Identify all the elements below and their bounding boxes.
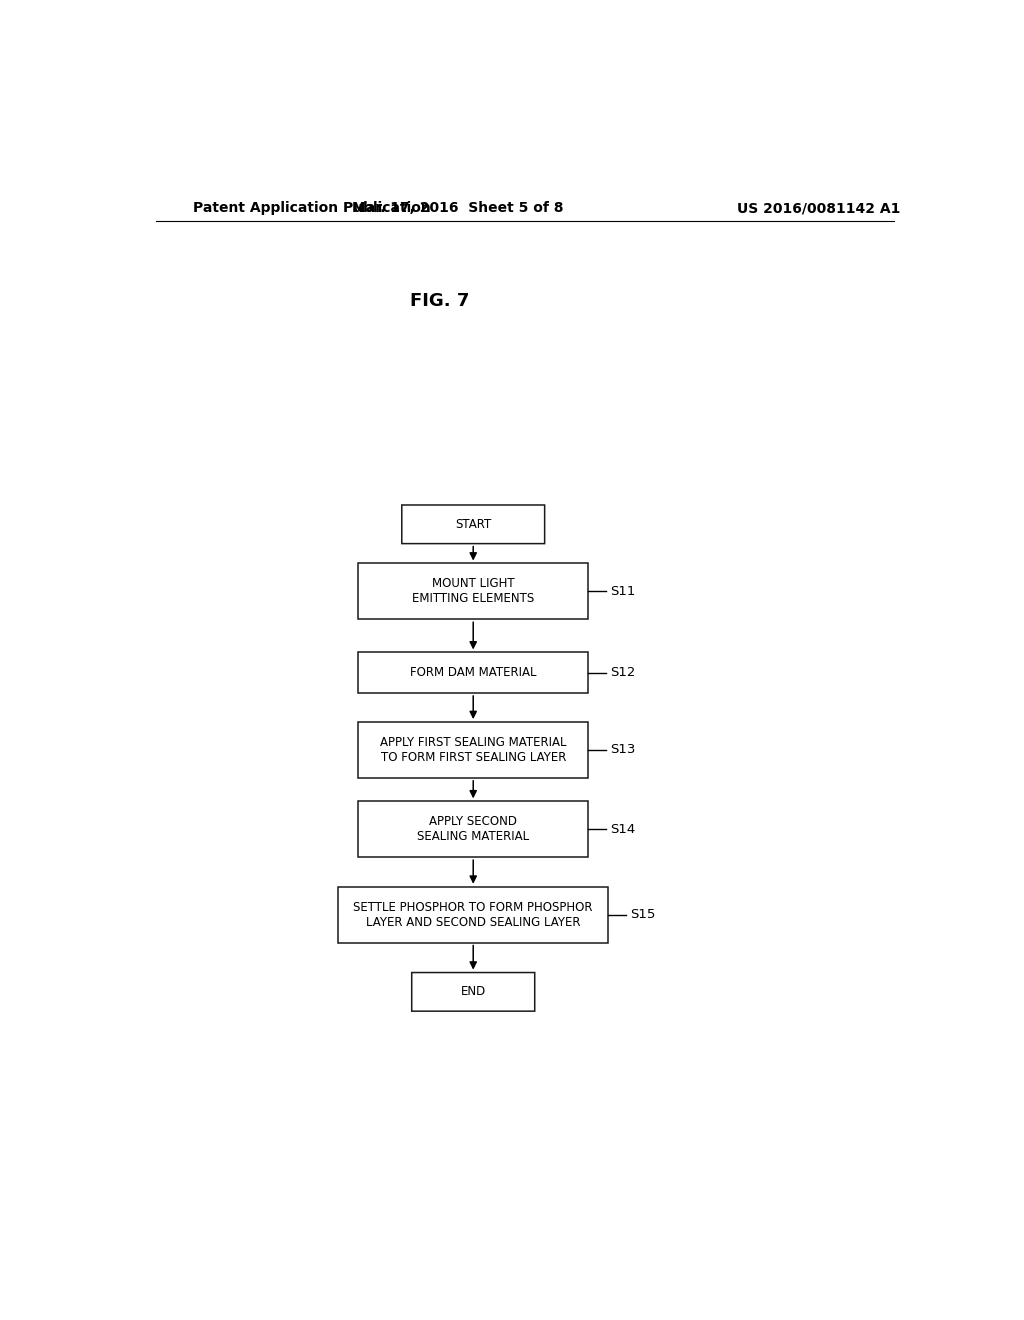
FancyBboxPatch shape — [358, 801, 588, 857]
FancyBboxPatch shape — [401, 506, 545, 544]
Text: FIG. 7: FIG. 7 — [410, 292, 469, 310]
Text: SETTLE PHOSPHOR TO FORM PHOSPHOR
LAYER AND SECOND SEALING LAYER: SETTLE PHOSPHOR TO FORM PHOSPHOR LAYER A… — [353, 900, 593, 928]
FancyBboxPatch shape — [338, 887, 608, 942]
Text: FORM DAM MATERIAL: FORM DAM MATERIAL — [410, 667, 537, 680]
Text: S14: S14 — [610, 822, 636, 836]
FancyBboxPatch shape — [358, 564, 588, 619]
Text: S12: S12 — [610, 667, 636, 680]
Text: Mar. 17, 2016  Sheet 5 of 8: Mar. 17, 2016 Sheet 5 of 8 — [351, 201, 563, 215]
Text: S11: S11 — [610, 585, 636, 598]
Text: Patent Application Publication: Patent Application Publication — [194, 201, 431, 215]
Text: APPLY FIRST SEALING MATERIAL
TO FORM FIRST SEALING LAYER: APPLY FIRST SEALING MATERIAL TO FORM FIR… — [380, 737, 566, 764]
Text: S15: S15 — [631, 908, 655, 921]
Text: S13: S13 — [610, 743, 636, 756]
Text: END: END — [461, 985, 485, 998]
FancyBboxPatch shape — [358, 652, 588, 693]
Text: MOUNT LIGHT
EMITTING ELEMENTS: MOUNT LIGHT EMITTING ELEMENTS — [412, 577, 535, 606]
FancyBboxPatch shape — [412, 973, 535, 1011]
Text: US 2016/0081142 A1: US 2016/0081142 A1 — [736, 201, 900, 215]
Text: APPLY SECOND
SEALING MATERIAL: APPLY SECOND SEALING MATERIAL — [417, 816, 529, 843]
FancyBboxPatch shape — [358, 722, 588, 777]
Text: START: START — [455, 517, 492, 531]
